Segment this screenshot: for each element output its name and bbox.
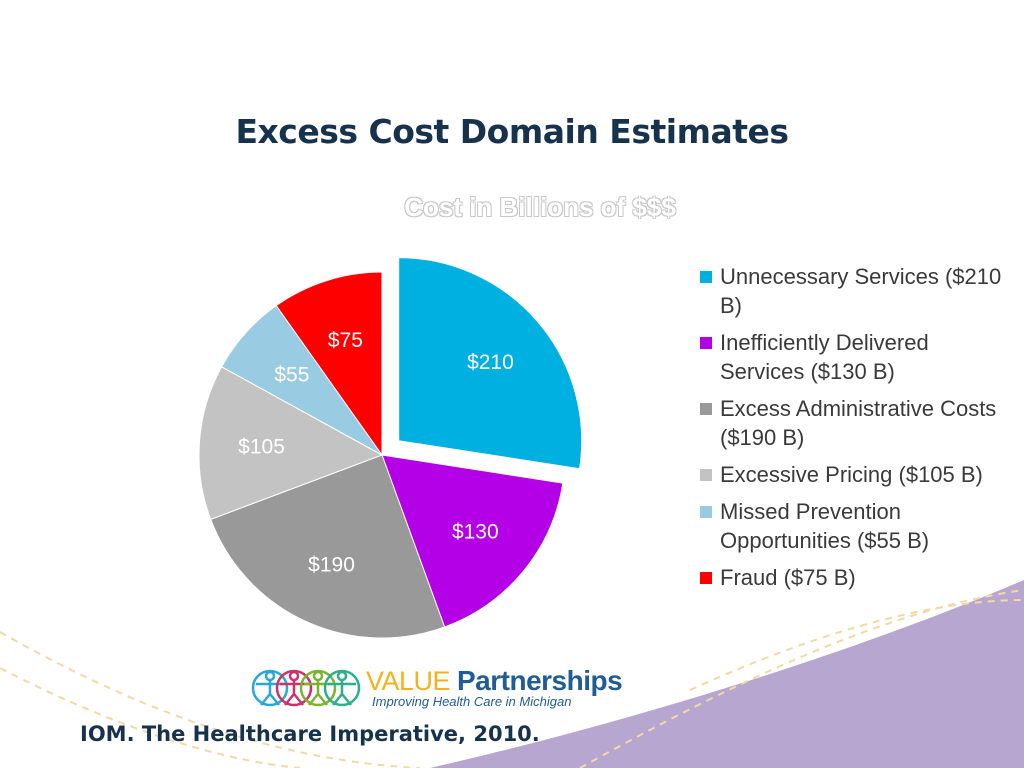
dashed-curve-1 (0, 631, 421, 768)
pie-slice-3 (198, 366, 384, 520)
pie-chart: $210 $130 $190 $105 $55 $75 (198, 257, 583, 639)
figure-4 (323, 669, 361, 707)
pie-slice-5 (275, 271, 383, 457)
legend-label: Unnecessary Services ($210 B) (720, 264, 1002, 318)
legend-swatch (700, 271, 712, 283)
legend-swatch (700, 469, 712, 481)
legend-item-excess-administrative: Excess Administrative Costs ($190 B) (700, 394, 1005, 452)
legend-label: Excess Administrative Costs ($190 B) (720, 396, 997, 450)
logo-tagline: Improving Health Care in Michigan (372, 694, 572, 709)
people-figures-icon (251, 669, 361, 707)
dashed-curve-3 (579, 589, 1024, 768)
pie-slice-2 (210, 454, 446, 639)
legend-item-unnecessary-services: Unnecessary Services ($210 B) (700, 262, 1005, 320)
pie-data-label-1: $130 (452, 521, 499, 544)
chart-title: Cost in Billions of $$$ (404, 192, 676, 222)
slide-title: Excess Cost Domain Estimates (235, 112, 789, 151)
legend-label: Missed Prevention Opportunities ($55 B) (720, 499, 930, 553)
legend-swatch (700, 506, 712, 518)
legend-item-excessive-pricing: Excessive Pricing ($105 B) (700, 460, 1005, 489)
purple-wave (430, 580, 1024, 768)
pie-data-label-5: $75 (328, 329, 363, 352)
legend-swatch (700, 572, 712, 584)
pie-slice-1 (381, 454, 564, 628)
legend-item-inefficiently-delivered: Inefficiently Delivered Services ($130 B… (700, 328, 1005, 386)
legend-item-missed-prevention: Missed Prevention Opportunities ($55 B) (700, 497, 1005, 555)
legend-label: Excessive Pricing ($105 B) (720, 462, 983, 487)
pie-data-label-0: $210 (467, 351, 514, 374)
figure-2 (275, 669, 313, 707)
logo-partnerships-text: Partnerships (457, 665, 623, 696)
pie-slice-0 (398, 257, 583, 470)
legend-item-fraud: Fraud ($75 B) (700, 563, 1005, 592)
figure-3 (299, 669, 337, 707)
citation: IOM. The Healthcare Imperative, 2010. (80, 722, 540, 746)
pie-data-label-3: $105 (238, 435, 285, 458)
pie-data-label-4: $55 (274, 364, 309, 387)
legend-label: Fraud ($75 B) (720, 565, 856, 590)
logo-value-text: VALUE (366, 666, 451, 696)
legend-swatch (700, 337, 712, 349)
dashed-curve-2 (0, 667, 301, 768)
legend-swatch (700, 403, 712, 415)
value-partnerships-logo: VALUE Partnerships Improving Health Care… (250, 662, 690, 712)
pie-data-label-2: $190 (308, 554, 355, 577)
figure-1 (251, 669, 289, 707)
chart-legend: Unnecessary Services ($210 B) Inefficien… (700, 262, 1005, 600)
legend-label: Inefficiently Delivered Services ($130 B… (720, 330, 929, 384)
